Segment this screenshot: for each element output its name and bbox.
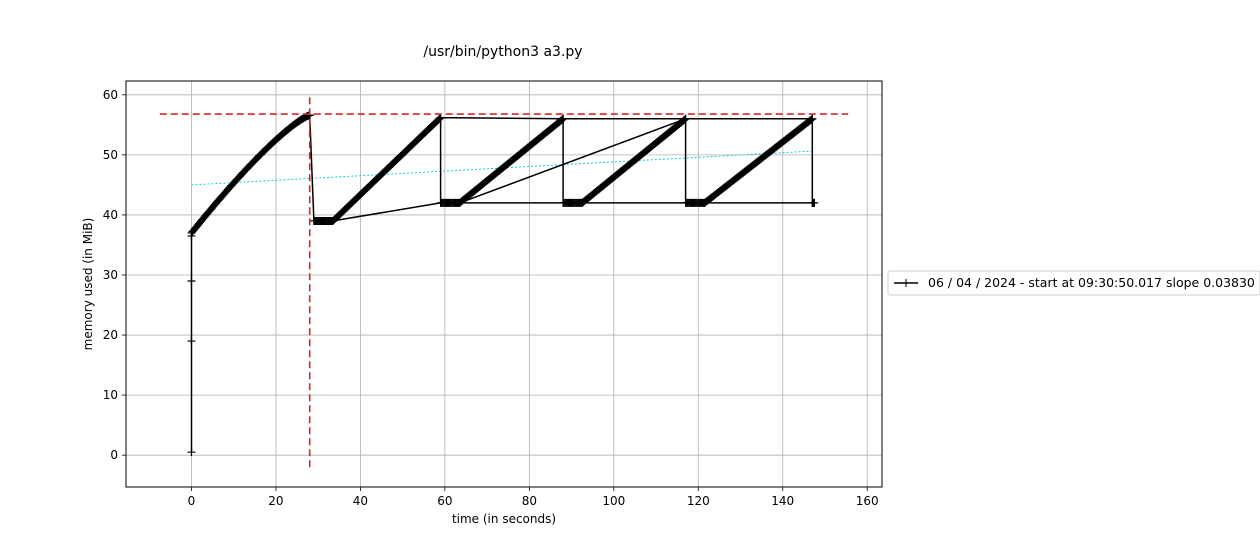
x-tick-label: 120 (687, 494, 710, 508)
x-tick-label: 80 (522, 494, 537, 508)
legend-box (887, 270, 1260, 296)
peak-marker-layer (159, 97, 849, 469)
data-point-marker (187, 448, 196, 457)
x-tick-label: 40 (353, 494, 368, 508)
x-tick-label: 140 (771, 494, 794, 508)
x-axis-ticks: 0 20 40 60 80 100 120 140 160 (188, 487, 879, 508)
legend-entry: 06 / 04 / 2024 - start at 09:30:50.017 s… (928, 275, 1255, 290)
chart-title: /usr/bin/python3 a3.py (423, 44, 582, 60)
x-tick-label: 0 (188, 494, 196, 508)
data-point-marker (807, 115, 816, 124)
y-tick-label: 40 (103, 208, 118, 222)
grid-lines (126, 81, 882, 487)
data-point-marker (187, 337, 196, 346)
x-tick-label: 60 (437, 494, 452, 508)
data-point-marker (558, 115, 567, 124)
y-tick-label: 50 (103, 148, 118, 162)
data-point-marker (435, 114, 444, 123)
y-tick-label: 20 (103, 328, 118, 342)
data-point-marker (559, 114, 568, 123)
x-tick-label: 100 (602, 494, 625, 508)
x-axis-label: time (in seconds) (452, 512, 556, 526)
y-axis-label: memory used (in MiB) (81, 218, 95, 351)
x-tick-label: 160 (856, 494, 879, 508)
data-point-marker (436, 113, 445, 122)
y-tick-label: 30 (103, 268, 118, 282)
y-axis-ticks: 0 10 20 30 40 50 60 (103, 88, 126, 462)
data-point-marker (187, 276, 196, 285)
x-tick-label: 20 (268, 494, 283, 508)
data-point-marker (681, 114, 690, 123)
y-tick-label: 60 (103, 88, 118, 102)
series-layer (187, 111, 819, 457)
y-tick-label: 10 (103, 388, 118, 402)
data-point-marker (808, 114, 817, 123)
y-tick-label: 0 (110, 448, 118, 462)
legend: 06 / 04 / 2024 - start at 09:30:50.017 s… (887, 270, 1260, 296)
data-point-marker (680, 115, 689, 124)
plot-area-frame (125, 80, 883, 488)
data-point-marker (810, 198, 819, 207)
